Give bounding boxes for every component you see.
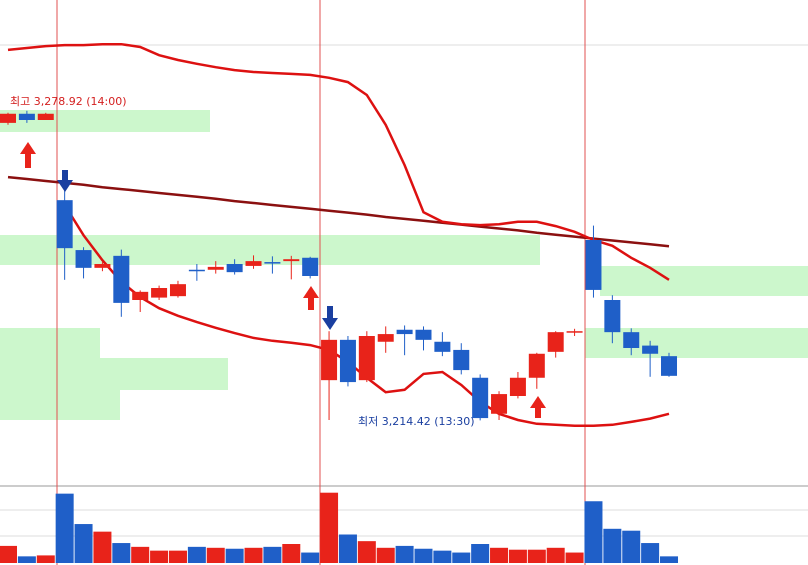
candle-body [0, 113, 16, 123]
candle-body [18, 113, 35, 120]
candle-body [623, 332, 640, 348]
candle-body [566, 331, 583, 333]
volume-bar [301, 552, 320, 563]
sell-arrow [322, 306, 338, 330]
volume-bar [263, 546, 282, 563]
volume-bar [55, 493, 74, 563]
volume-bar [112, 543, 131, 563]
volume-bar [660, 556, 679, 563]
volume-bar [622, 530, 641, 563]
zone [600, 266, 808, 296]
volume-bar [603, 528, 622, 563]
indicator-line [7, 42, 670, 281]
volume-bar [357, 541, 376, 563]
candle-body [245, 261, 262, 266]
grid [0, 44, 808, 537]
volume-bar [641, 543, 660, 563]
volume-bar [320, 492, 339, 563]
candle-body [509, 377, 526, 396]
candle-body [453, 349, 470, 371]
annotation: 최고 3,278.92 (14:00) [10, 95, 127, 108]
candle-body [472, 377, 489, 419]
candle-body [169, 284, 186, 297]
candle-body [113, 255, 130, 303]
volume-bar [150, 550, 169, 563]
volume-bar [395, 545, 414, 563]
candle-body [528, 353, 545, 378]
zone [0, 110, 210, 132]
candle-body [604, 300, 621, 333]
annotation: 최저 3,214.42 (13:30) [358, 415, 475, 428]
candle-body [94, 264, 111, 268]
zone [585, 328, 808, 358]
volume-bar [508, 549, 527, 563]
sell-arrow [57, 170, 73, 192]
volume-bar [225, 548, 244, 563]
candle-body [132, 291, 149, 300]
volume-bar [131, 546, 150, 563]
candle-body [56, 200, 73, 249]
volume-bar [546, 547, 565, 563]
buy-arrow [20, 142, 36, 168]
volume-bar [452, 552, 471, 563]
volume-bar [244, 547, 263, 563]
volume-bar [17, 556, 36, 563]
candle-body [37, 113, 54, 120]
volume-bar [414, 548, 433, 563]
separators [56, 0, 586, 565]
volume-bar [93, 531, 112, 563]
candle-body [377, 334, 394, 342]
volume-bar [338, 534, 357, 563]
volume-bar [490, 547, 509, 563]
zone [0, 328, 100, 358]
candle-body [188, 269, 205, 272]
volume-bar [584, 501, 603, 563]
plot [0, 42, 679, 563]
arrows [20, 142, 546, 418]
volume-bar [168, 550, 187, 563]
candle-body [207, 266, 224, 270]
volume-bar [206, 547, 225, 563]
indicator-line [7, 175, 670, 248]
volume-bar [187, 546, 206, 563]
candle-body [415, 329, 432, 340]
zone [0, 390, 120, 420]
candle-body [302, 257, 319, 276]
volume-bar [527, 549, 546, 563]
candle-body [491, 394, 508, 414]
candle-body [226, 264, 243, 273]
buy-arrow [303, 286, 319, 310]
volume-bar [433, 550, 452, 563]
candle-body [339, 339, 356, 383]
candle-body [264, 262, 281, 264]
candle-body [661, 356, 678, 376]
candle-body [585, 240, 602, 290]
volume-bar [36, 555, 55, 563]
candle-body [358, 336, 375, 381]
volume-bar [471, 544, 490, 563]
candle-body [547, 332, 564, 352]
volume-bar [0, 545, 17, 563]
volume-bar [74, 524, 93, 563]
volume-bar [376, 547, 395, 563]
volume-bar [282, 544, 301, 563]
volume-bar [565, 552, 584, 563]
zone [0, 358, 228, 390]
candle-body [151, 288, 168, 298]
candle-body [321, 339, 338, 381]
candle-body [396, 329, 413, 335]
candle-body [642, 345, 659, 354]
zones [0, 110, 808, 420]
candle-body [75, 250, 92, 268]
buy-arrow [530, 396, 546, 418]
candle-body [434, 341, 451, 352]
candle-body [283, 259, 300, 262]
